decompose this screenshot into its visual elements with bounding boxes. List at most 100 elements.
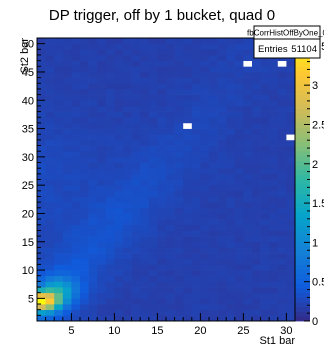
heatmap-cell (97, 111, 107, 118)
heatmap-cell (131, 287, 141, 294)
heatmap-cell (166, 168, 175, 175)
heatmap-cell (286, 281, 296, 288)
heatmap-cell (252, 309, 261, 316)
heatmap-cell (157, 213, 167, 220)
heatmap-cell (243, 241, 253, 248)
heatmap-cell (148, 258, 158, 265)
heatmap-cell (148, 292, 158, 299)
heatmap-cell (226, 207, 236, 214)
heatmap-cell (140, 258, 150, 265)
heatmap-cell (252, 151, 261, 158)
heatmap-cell (260, 292, 270, 299)
heatmap-cell (62, 66, 72, 73)
heatmap-cell (234, 43, 244, 50)
heatmap-cell (97, 162, 107, 169)
heatmap-cell (123, 83, 132, 90)
heatmap-cell (54, 315, 64, 322)
heatmap-cell (45, 315, 55, 322)
heatmap-cell (80, 122, 89, 129)
heatmap-cell (148, 117, 158, 124)
heatmap-cell (277, 219, 287, 226)
heatmap-cell (71, 292, 81, 299)
heatmap-cell (174, 54, 184, 61)
heatmap-cell (252, 173, 261, 180)
heatmap-cell (226, 38, 236, 45)
heatmap-cell (252, 292, 261, 299)
heatmap-cell (286, 264, 296, 271)
z-tick-label: 2 (312, 159, 318, 171)
color-scale-segment (295, 151, 310, 157)
heatmap-cell (88, 253, 98, 260)
heatmap-cell (191, 162, 201, 169)
heatmap-cell (88, 111, 98, 118)
heatmap-cell (166, 77, 175, 84)
heatmap-cell (174, 196, 184, 203)
heatmap-cell (243, 247, 253, 254)
heatmap-cell (166, 264, 175, 271)
heatmap-cell (277, 190, 287, 197)
heatmap-cell (80, 202, 89, 209)
heatmap-cell (234, 275, 244, 282)
heatmap-cell (252, 94, 261, 101)
color-scale-segment (295, 80, 310, 86)
heatmap-cell (123, 111, 132, 118)
heatmap-cell (217, 241, 227, 248)
heatmap-cell (226, 88, 236, 95)
heatmap-cell (183, 60, 193, 67)
heatmap-cell (62, 253, 72, 260)
heatmap-cell (62, 236, 72, 243)
heatmap-cell (252, 77, 261, 84)
heatmap-cell (45, 270, 55, 277)
heatmap-cell (105, 94, 115, 101)
heatmap-cell (226, 49, 236, 56)
heatmap-cell (166, 173, 175, 180)
heatmap-cell (183, 134, 193, 141)
heatmap-cell (183, 253, 193, 260)
color-scale-segment (295, 108, 310, 114)
heatmap-cell (97, 43, 107, 50)
heatmap-cell (157, 105, 167, 112)
heatmap-cell (148, 275, 158, 282)
heatmap-cell (140, 247, 150, 254)
heatmap-cell (286, 173, 296, 180)
color-scale-segment (295, 221, 310, 228)
heatmap-cell (166, 139, 175, 146)
heatmap-cell (97, 241, 107, 248)
heatmap-cell (45, 88, 55, 95)
heatmap-cell (191, 190, 201, 197)
z-tick-label: 0.5 (312, 277, 324, 289)
heatmap-cell (88, 162, 98, 169)
heatmap-cell (183, 162, 193, 169)
heatmap-cell (45, 145, 55, 152)
heatmap-cell (174, 241, 184, 248)
heatmap-cell (269, 264, 279, 271)
heatmap-cell (114, 190, 124, 197)
heatmap-cell (174, 162, 184, 169)
heatmap-cell (209, 145, 218, 152)
heatmap-cell (269, 83, 279, 90)
heatmap-cell (191, 38, 201, 45)
heatmap-cell (88, 77, 98, 84)
heatmap-cell (269, 304, 279, 311)
heatmap-cell (37, 88, 46, 95)
heatmap-cell (54, 83, 64, 90)
heatmap-cell (183, 224, 193, 231)
heatmap-cell (157, 122, 167, 129)
heatmap-cell (243, 213, 253, 220)
color-scale-segment (295, 99, 310, 105)
heatmap-cell (209, 66, 218, 73)
heatmap-cell (174, 77, 184, 84)
heatmap-cell (209, 309, 218, 316)
heatmap-cell (123, 190, 132, 197)
heatmap-cell (277, 173, 287, 180)
heatmap-cell (252, 275, 261, 282)
heatmap-cell (243, 122, 253, 129)
heatmap-cell (114, 117, 124, 124)
heatmap-cell (217, 83, 227, 90)
heatmap-cell (157, 168, 167, 175)
heatmap-cell (140, 281, 150, 288)
heatmap-cell (234, 253, 244, 260)
color-scale-segment (295, 226, 310, 232)
heatmap-cell (71, 117, 81, 124)
heatmap-cell (62, 241, 72, 248)
